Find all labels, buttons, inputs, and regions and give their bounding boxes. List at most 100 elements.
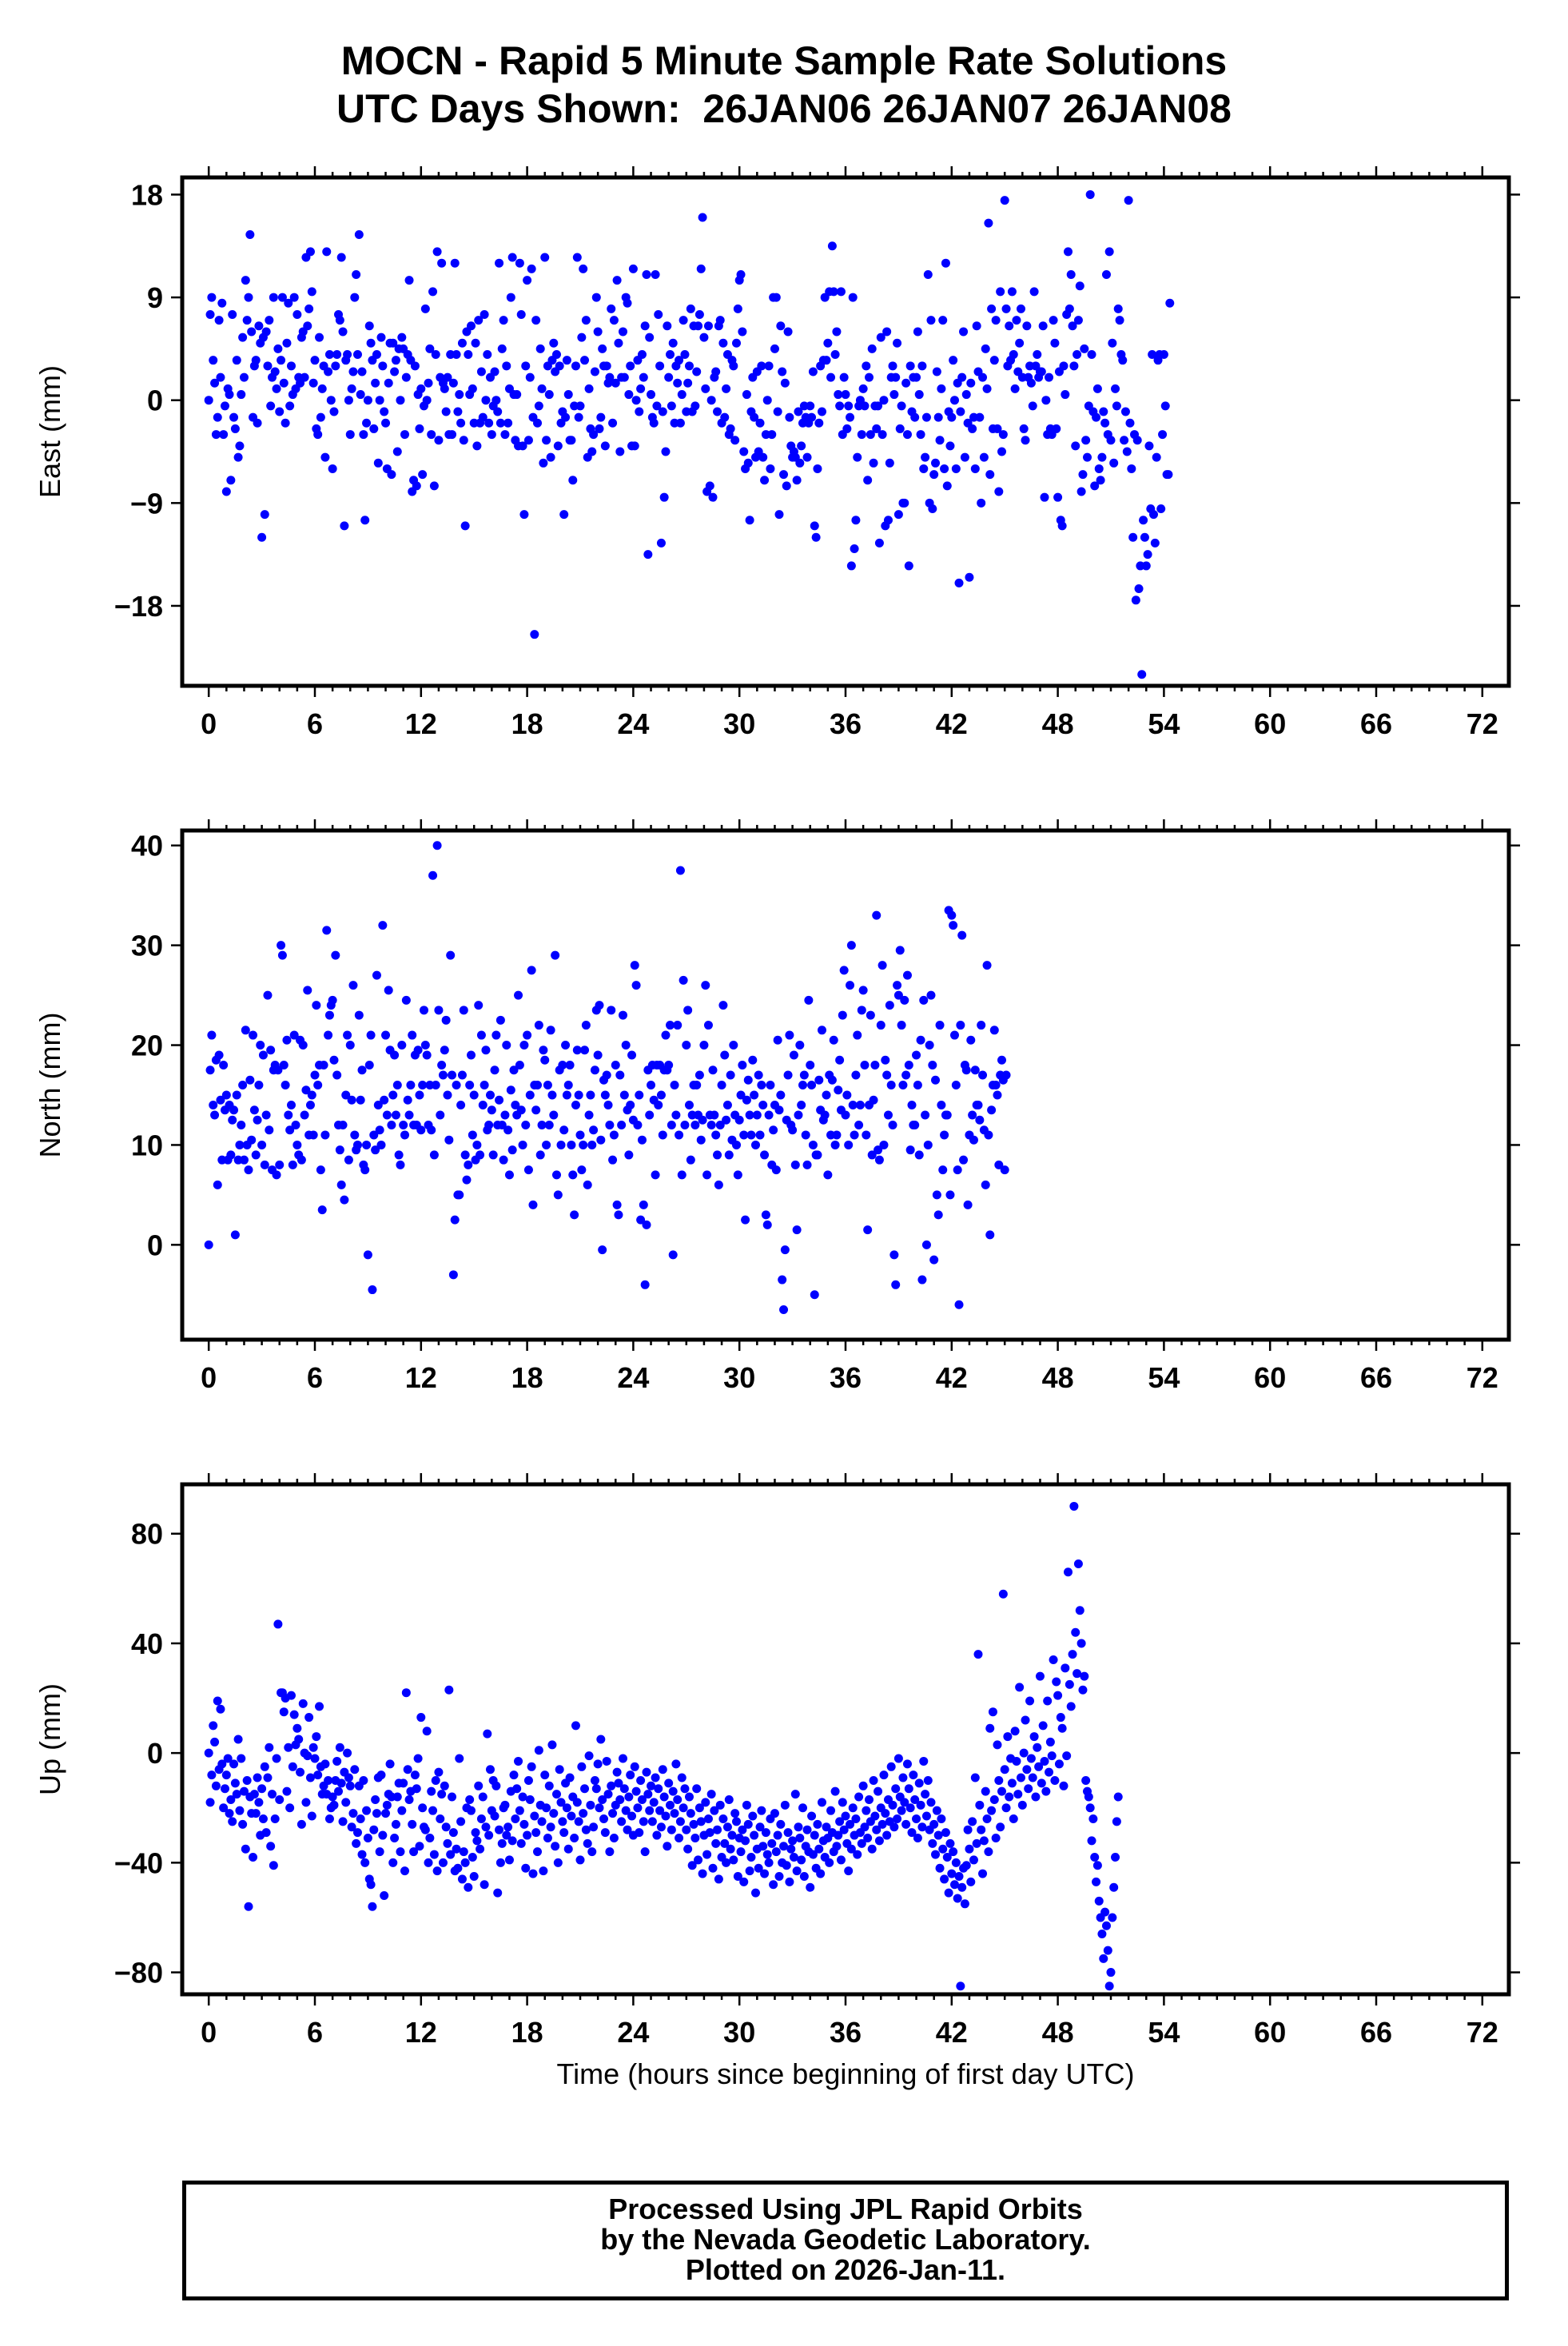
up-data-point — [453, 1863, 463, 1873]
east-data-point — [233, 452, 243, 462]
north-data-point — [656, 1090, 666, 1100]
up-data-point — [534, 1746, 543, 1755]
north-data-point — [921, 1240, 931, 1249]
up-data-point — [457, 1874, 467, 1884]
east-data-point — [891, 372, 901, 382]
up-data-point — [928, 1838, 937, 1848]
north-data-point — [764, 1110, 774, 1120]
east-data-point — [736, 269, 746, 279]
east-data-point — [961, 390, 971, 400]
up-data-point — [767, 1838, 777, 1848]
east-data-point — [1120, 436, 1129, 445]
east-data-point — [338, 327, 348, 337]
north-data-point — [286, 1100, 296, 1109]
up-data-point — [994, 1775, 1004, 1785]
up-data-point — [975, 1800, 985, 1810]
up-data-point — [988, 1707, 997, 1717]
north-data-point — [332, 1070, 342, 1080]
east-data-point — [937, 384, 946, 393]
east-data-point — [537, 384, 547, 393]
up-data-point — [502, 1830, 511, 1840]
east-data-point — [427, 430, 436, 440]
up-data-point — [590, 1775, 599, 1785]
up-data-point — [624, 1792, 634, 1802]
up-data-point — [636, 1775, 646, 1785]
north-data-point — [857, 1006, 866, 1015]
north-data-point — [626, 1100, 635, 1109]
east-data-point — [499, 316, 508, 325]
north-data-point — [935, 1021, 945, 1030]
east-data-point — [1012, 316, 1021, 325]
north-data-point — [266, 1046, 276, 1055]
up-data-point — [1073, 1669, 1082, 1679]
up-x-tick-label: 6 — [307, 2016, 323, 2049]
up-data-point — [443, 1838, 452, 1848]
up-data-point — [220, 1784, 229, 1794]
east-data-point — [521, 361, 531, 371]
north-data-point — [838, 1010, 847, 1020]
east-data-point — [1150, 538, 1160, 548]
up-data-point — [409, 1847, 419, 1857]
east-data-point — [683, 378, 693, 388]
east-data-point — [618, 327, 627, 337]
up-data-point — [607, 1781, 616, 1790]
up-data-point — [794, 1822, 803, 1832]
east-data-point — [705, 481, 714, 491]
north-data-point — [418, 1081, 428, 1089]
north-data-point — [677, 1170, 686, 1180]
north-data-point — [544, 1120, 554, 1129]
north-data-point — [249, 1030, 258, 1040]
north-data-point — [771, 1165, 781, 1175]
up-data-point — [491, 1781, 501, 1790]
east-data-point — [1094, 464, 1104, 473]
north-x-tick-label: 30 — [723, 1361, 755, 1394]
up-data-point — [574, 1817, 583, 1826]
north-data-point — [499, 1155, 508, 1165]
up-data-point — [727, 1830, 737, 1840]
east-data-point — [507, 253, 517, 262]
up-data-point — [562, 1803, 571, 1813]
east-data-point — [715, 316, 725, 325]
up-data-point — [275, 1794, 285, 1804]
up-data-point — [1049, 1655, 1058, 1665]
north-data-point — [617, 1120, 627, 1129]
east-data-point — [384, 378, 393, 388]
north-data-point — [587, 1140, 597, 1149]
up-data-point — [649, 1798, 659, 1807]
east-data-point — [533, 418, 543, 428]
north-data-point — [244, 1165, 253, 1175]
east-x-tick-label: 42 — [936, 707, 968, 740]
north-data-point — [923, 1140, 933, 1149]
up-data-point — [705, 1828, 714, 1838]
north-data-point — [854, 1120, 864, 1129]
east-data-point — [1045, 372, 1054, 382]
up-data-point — [741, 1836, 750, 1846]
up-data-point — [667, 1825, 676, 1834]
north-data-point — [973, 1100, 983, 1109]
east-data-point — [404, 276, 414, 285]
north-data-point — [210, 1110, 220, 1120]
up-data-point — [682, 1825, 691, 1834]
east-data-point — [844, 401, 854, 411]
east-data-point — [1016, 304, 1025, 313]
north-data-point — [631, 981, 641, 990]
east-data-point — [205, 310, 215, 320]
up-data-point — [792, 1866, 802, 1876]
up-data-point — [493, 1888, 503, 1898]
east-data-point — [677, 390, 686, 400]
north-data-point — [313, 1081, 323, 1089]
east-data-point — [542, 436, 551, 445]
north-data-point — [966, 1035, 976, 1045]
up-data-point — [968, 1817, 977, 1826]
east-data-point — [614, 338, 623, 348]
north-data-point — [561, 1041, 571, 1050]
north-data-point — [907, 1100, 917, 1109]
north-data-point — [788, 1125, 798, 1135]
east-data-point — [933, 412, 943, 422]
east-y-axis-label: East (mm) — [34, 365, 66, 498]
north-y-tick-label: 0 — [147, 1229, 163, 1261]
east-data-point — [286, 361, 296, 371]
east-data-point — [440, 384, 449, 393]
north-data-point — [742, 1095, 751, 1105]
up-data-point — [503, 1822, 513, 1832]
